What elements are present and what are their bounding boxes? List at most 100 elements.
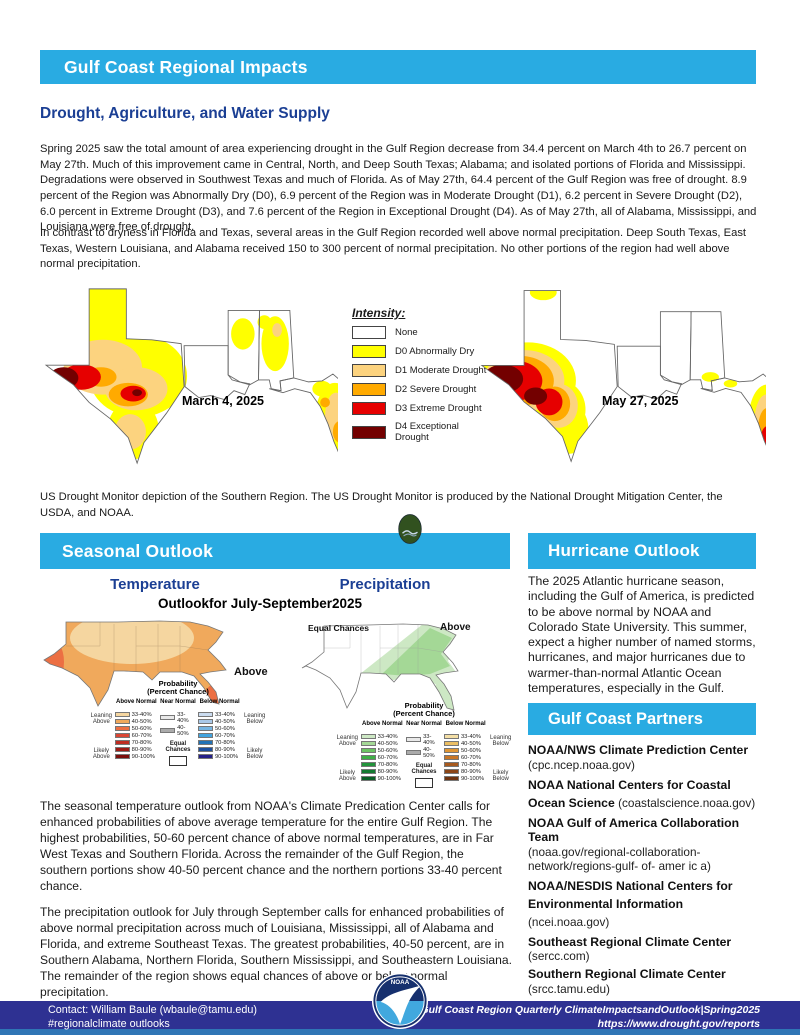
partner-item: NOAA/NWS Climate Prediction Center (cpc.n… (528, 743, 758, 772)
legend-percent-label: 33-40% (131, 711, 152, 718)
intensity-legend-row: None (352, 326, 490, 339)
may-map-date-label: May 27, 2025 (602, 394, 679, 408)
partner-item: Southeast Regional Climate Center (sercc.… (528, 935, 758, 964)
precip-above-label: Above (440, 622, 471, 633)
legend-grid: Leaning Above Likely Above Above Normal 33-… (90, 699, 266, 766)
legend-near-normal-column: Near Normal 33-40% 40-50% Equal Chances (406, 721, 442, 788)
legend-label: None (395, 327, 418, 338)
gulf-alliance-logo (398, 514, 422, 544)
legend-row: 40-50% (197, 718, 241, 725)
legend-swatch (406, 749, 422, 756)
legend-swatch (443, 775, 459, 782)
legend-row: 33-40% (443, 734, 487, 740)
equal-chances-label: Equal Chances (165, 740, 191, 754)
partner-item: NOAA National Centers for Coastal Ocean … (528, 776, 758, 812)
legend-row: 80-90% (360, 769, 404, 775)
legend-above-normal-column: Above Normal 33-40% 40-50% 50-60% 60-70% 70-8… (114, 698, 158, 760)
footer-hashtag-line: #regionalclimate outlooks (48, 1017, 170, 1030)
legend-swatch (352, 402, 386, 415)
legend-row: 50-60% (360, 747, 404, 754)
legend-percent-label: 90-100% (460, 775, 485, 782)
legend-percent-label: 80-90% (131, 746, 152, 753)
legend-percent-label: 40-50% (377, 740, 398, 747)
legend-swatch (197, 732, 213, 739)
partner-name: NOAA/NWS Climate Prediction Center (528, 743, 749, 758)
seasonal-outlook-banner-label: Seasonal Outlook (62, 541, 214, 561)
legend-percent-label: 50-60% (214, 725, 235, 732)
partner-name: Southern Regional Climate Center (528, 967, 726, 982)
intensity-legend-row: D3 Extreme Drought (352, 402, 490, 415)
legend-swatch (114, 746, 130, 753)
legend-percent-label: 33-40% (377, 733, 398, 740)
legend-swatch (197, 718, 213, 725)
drought-paragraph-2: In contrast to dryness in Florida and Te… (40, 227, 747, 271)
legend-label: D0 Abnormally Dry (395, 346, 475, 357)
legend-percent-label: 60-70% (377, 754, 398, 761)
legend-percent-label: 40-50% (214, 718, 235, 725)
legend-swatch (197, 711, 213, 718)
footer-contact-line: Contact: William Baule (wbaule@tamu.edu) (48, 1004, 257, 1016)
seasonal-outlook-banner: Seasonal Outlook (40, 533, 510, 569)
legend-swatch (443, 768, 459, 775)
legend-swatch (114, 718, 130, 725)
legend-percent-label: 70-80% (214, 739, 235, 746)
equal-chances-label: Equal Chances (411, 762, 437, 776)
partner-item: Southern Regional Climate Center (srcc.ta… (528, 967, 758, 996)
legend-label: D2 Severe Drought (395, 384, 477, 395)
legend-side-labels-right: Leaning Below Likely Below (244, 712, 266, 761)
footer-publication-title: Gulf Coast Region Quarterly ClimateImpac… (420, 1004, 760, 1016)
legend-swatch (352, 345, 386, 358)
intensity-legend-title: Intensity: (352, 306, 406, 320)
legend-row: 80-90% (114, 746, 158, 753)
legend-percent-label: 60-70% (131, 732, 152, 739)
drought-paragraph-1: Spring 2025 saw the total amount of area… (40, 143, 757, 234)
legend-percent-label: 40-50% (423, 746, 435, 759)
legend-percent-label: 33-40% (214, 711, 235, 718)
main-header-banner: Gulf Coast Regional Impacts (40, 50, 756, 84)
legend-percent-label: 60-70% (460, 754, 481, 761)
legend-swatch (114, 739, 130, 746)
legend-percent-label: 70-80% (460, 761, 481, 768)
legend-swatch (197, 746, 213, 753)
legend-swatch (114, 753, 130, 760)
legend-swatch (360, 754, 376, 761)
seasonal-outlook-section: Temperature Precipitation Outlookfor Jul… (40, 576, 514, 1000)
legend-row: 70-80% (197, 739, 241, 746)
partner-url: (srcc.tamu.edu) (528, 981, 610, 996)
legend-row: 70-80% (114, 739, 158, 746)
legend-row: 90-100% (197, 754, 241, 760)
legend-swatch (360, 761, 376, 768)
legend-title: Probability (Percent Chance) (147, 679, 209, 697)
seasonal-paragraph-temperature: The seasonal temperature outlook from NO… (40, 799, 502, 893)
precipitation-outlook-map (301, 623, 459, 711)
march-map-date-label: March 4, 2025 (182, 394, 264, 408)
legend-percent-label: 50-60% (377, 747, 398, 754)
legend-percent-label: 33-40% (423, 733, 435, 746)
outlook-subtitle: Outlookfor July-September2025 (157, 596, 363, 611)
partner-url: (ncei.noaa.gov) (528, 914, 610, 929)
legend-row: 50-60% (443, 748, 487, 754)
legend-label: D3 Extreme Drought (395, 403, 482, 414)
noaa-logo-icon: NOAA (371, 972, 429, 1030)
legend-percent-label: 50-60% (131, 725, 152, 732)
legend-row: 90-100% (443, 775, 487, 782)
legend-row: 60-70% (443, 754, 487, 761)
legend-row: 50-60% (114, 725, 158, 732)
legend-percent-label: 40-50% (131, 718, 152, 725)
precipitation-heading: Precipitation (339, 576, 431, 593)
legend-swatch (352, 326, 386, 339)
legend-row: 40-50% (160, 725, 196, 737)
partners-list: NOAA/NWS Climate Prediction Center (cpc.n… (528, 743, 758, 996)
hurricane-outlook-text: The 2025 Atlantic hurricane season, incl… (528, 574, 756, 696)
drought-map-caption: US Drought Monitor depiction of the Sout… (40, 491, 723, 520)
legend-swatch (443, 754, 459, 761)
legend-row: 33-40% (406, 734, 442, 746)
legend-row: 33-40% (360, 733, 404, 740)
legend-percent-label: 80-90% (214, 746, 235, 753)
legend-row: 40-50% (443, 740, 487, 747)
precipitation-probability-legend: Probability (Percent Chance) Leaning Above… (336, 701, 512, 788)
legend-swatch (352, 383, 386, 396)
legend-swatch (443, 740, 459, 747)
legend-title: Probability (Percent Chance) (393, 701, 455, 719)
